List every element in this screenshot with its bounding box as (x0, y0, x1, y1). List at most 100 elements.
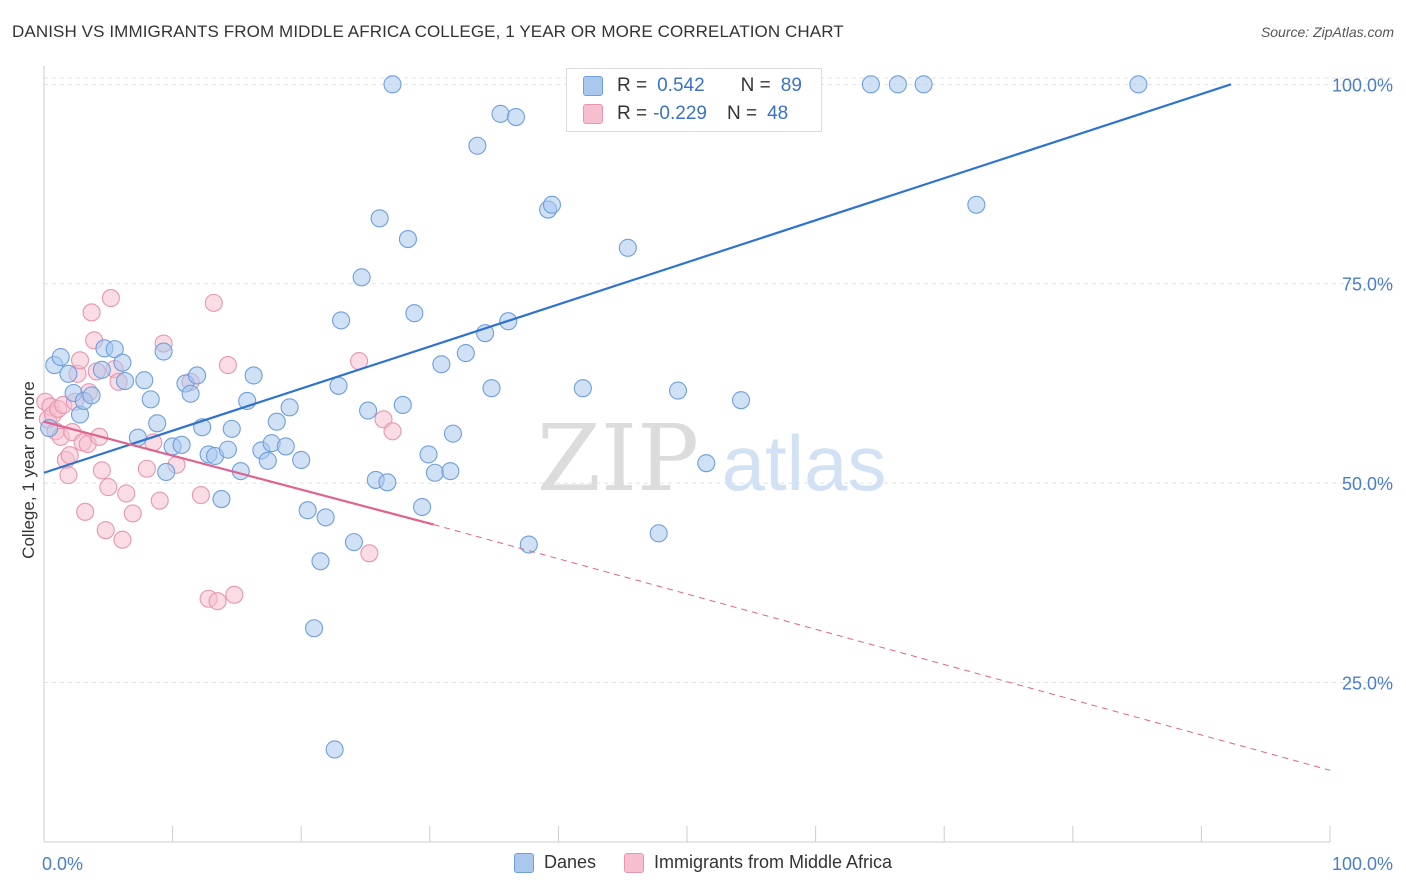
danes-point (115, 371, 135, 391)
immigrants-point (70, 351, 90, 370)
legend-n-value-immigrants: 48 (767, 103, 789, 124)
danes-point (135, 371, 154, 390)
legend-swatch-immigrants (623, 852, 644, 873)
series-danes-points (40, 75, 1148, 759)
immigrants-point (113, 530, 132, 549)
danes-point (393, 395, 412, 415)
immigrants-point (383, 422, 402, 441)
legend-n-value-danes: 89 (780, 75, 802, 96)
immigrants-point (59, 466, 78, 485)
danes-point (344, 533, 363, 552)
tick-labels: 25.0% 50.0% 75.0% 100.0% 0.0% 100.0% (42, 75, 1393, 874)
danes-point (51, 348, 70, 367)
legend-swatch-danes (513, 852, 534, 873)
danes-point (914, 75, 933, 94)
correlation-legend: R = 0.542 N = 89 R = -0.229 N = 48 (566, 68, 822, 132)
danes-point (456, 344, 475, 363)
danes-point (305, 619, 324, 638)
source-label: Source: ZipAtlas.com (1260, 24, 1394, 40)
danes-point (419, 445, 438, 464)
danes-point (967, 195, 986, 214)
danes-point (212, 490, 231, 509)
immigrants-trendline (43, 420, 434, 526)
danes-point (398, 230, 417, 249)
danes-point (618, 238, 637, 257)
immigrants-point (218, 356, 237, 375)
immigrants-point (76, 502, 95, 521)
legend-label-danes: Danes (543, 852, 596, 872)
danes-point (154, 342, 173, 361)
legend-n-label: N = (726, 103, 758, 124)
immigrants-point (137, 459, 156, 478)
danes-point (413, 497, 432, 517)
danes-point (316, 508, 335, 527)
legend-row-immigrants: R = -0.229 N = 48 (583, 102, 788, 126)
danes-point (861, 75, 880, 94)
danes-trendline (43, 83, 1232, 474)
immigrants-point (60, 446, 79, 465)
danes-point (59, 364, 78, 383)
watermark-atlas: atlas (722, 419, 887, 507)
immigrants-point (117, 484, 136, 503)
watermark-zip: ZIP (537, 405, 699, 512)
y-tick-label: 100.0% (1332, 75, 1393, 95)
danes-point (187, 366, 207, 385)
legend-r-value-danes: 0.542 (657, 75, 705, 96)
immigrants-point (123, 504, 142, 523)
danes-point (649, 524, 668, 543)
legend-row-danes: R = 0.542 N = 89 (583, 74, 802, 98)
danes-point (506, 107, 526, 127)
danes-point (383, 75, 402, 94)
axes (43, 66, 1331, 843)
immigrants-point (374, 410, 393, 429)
immigrants-point (99, 478, 118, 497)
danes-point (491, 104, 510, 123)
danes-point (888, 75, 907, 94)
danes-point (542, 195, 562, 214)
x-tick-label-start: 0.0% (42, 854, 83, 874)
trendlines (43, 83, 1331, 771)
danes-point (482, 379, 501, 398)
danes-point (370, 209, 389, 228)
danes-point (218, 440, 237, 459)
danes-point (519, 535, 538, 554)
immigrants-point (92, 461, 111, 480)
danes-point (82, 386, 101, 405)
danes-point (668, 381, 688, 400)
immigrants-point (191, 486, 210, 505)
y-axis-label: College, 1 year or more (19, 381, 38, 559)
danes-point (697, 454, 716, 473)
danes-point (468, 136, 487, 155)
danes-point (148, 414, 167, 433)
danes-point (258, 451, 277, 470)
danes-point (92, 360, 111, 379)
legend-swatch-immigrants (583, 104, 603, 124)
danes-point (1129, 75, 1148, 94)
danes-point (359, 401, 378, 420)
legend-swatch-danes (583, 76, 603, 96)
danes-point (352, 268, 371, 287)
legend-label-immigrants: Immigrants from Middle Africa (653, 852, 893, 872)
x-tick-label-end: 100.0% (1332, 854, 1393, 874)
y-tick-label: 75.0% (1342, 275, 1393, 295)
legend-r-label: R = (617, 75, 648, 96)
legend-n-label: N = (740, 75, 771, 96)
danes-point (332, 311, 351, 330)
danes-point (432, 355, 451, 374)
series-legend: Danes Immigrants from Middle Africa (0, 852, 1406, 873)
legend-r-label: R = (617, 103, 648, 124)
immigrants-trendline-extension (433, 524, 1331, 771)
chart-title: DANISH VS IMMIGRANTS FROM MIDDLE AFRICA … (12, 22, 844, 41)
danes-point (267, 412, 286, 431)
legend-r-value-immigrants: -0.229 (653, 103, 707, 124)
danes-point (298, 501, 317, 520)
immigrants-point (82, 303, 101, 322)
danes-point (172, 435, 191, 454)
danes-point (731, 391, 751, 410)
danes-point (141, 390, 160, 409)
danes-point (405, 304, 424, 323)
y-tick-label: 25.0% (1342, 673, 1393, 693)
danes-point (441, 462, 460, 481)
danes-point (280, 398, 299, 417)
